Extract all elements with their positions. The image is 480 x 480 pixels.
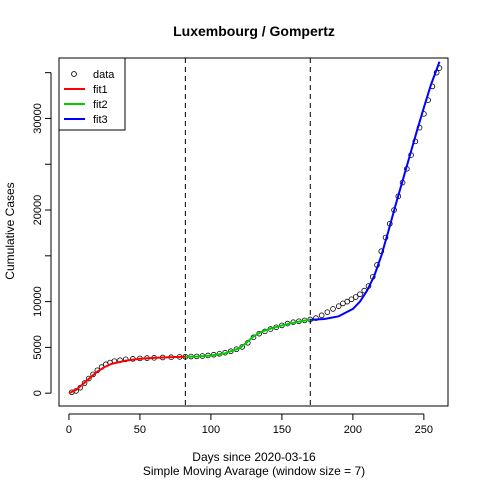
data-point <box>86 375 92 382</box>
data-point <box>81 380 88 386</box>
y-tick-label: 10000 <box>32 286 44 317</box>
data-point <box>357 291 363 298</box>
legend-label: fit1 <box>93 84 108 96</box>
y-tick-label: 5000 <box>32 335 44 359</box>
y-tick-label: 20000 <box>32 195 44 226</box>
x-tick-label: 100 <box>202 424 220 436</box>
x-tick-label: 250 <box>415 424 433 436</box>
y-axis-label: Cumulative Cases <box>3 182 17 279</box>
fit3-line <box>310 61 441 321</box>
data-point <box>352 294 359 300</box>
data-point <box>330 306 336 312</box>
data-point <box>344 298 351 305</box>
y-tick-label: 0 <box>32 390 44 396</box>
legend: data fit1 fit2 fit3 <box>58 57 126 131</box>
y-tick-label: 30000 <box>32 103 44 134</box>
legend-label: fit2 <box>93 99 108 111</box>
fit2-line <box>185 318 311 358</box>
y-axis: 0 5000 10000 20000 30000 <box>32 72 52 396</box>
data-point <box>318 312 325 319</box>
vlines <box>184 58 311 406</box>
legend-swatch <box>71 71 77 77</box>
plot-frame <box>58 57 449 407</box>
x-axis-label: Days since 2020-03-16 <box>192 450 316 464</box>
x-tick-label: 0 <box>66 424 72 436</box>
x-tick-label: 50 <box>134 424 146 436</box>
x-axis-sublabel: Simple Moving Avarage (window size = 7) <box>143 464 365 478</box>
fit-lines <box>68 61 441 395</box>
data-point <box>324 309 331 315</box>
data-point <box>348 296 355 303</box>
x-tick-label: 150 <box>273 424 291 436</box>
fit1-line <box>68 355 186 395</box>
x-tick-label: 200 <box>344 424 362 436</box>
legend-label: fit3 <box>93 114 108 126</box>
data-point <box>335 303 342 309</box>
legend-label: data <box>93 69 115 81</box>
chart-title: Luxembourg / Gompertz <box>173 23 335 39</box>
x-axis: 0 50 100 150 200 250 <box>66 413 433 436</box>
